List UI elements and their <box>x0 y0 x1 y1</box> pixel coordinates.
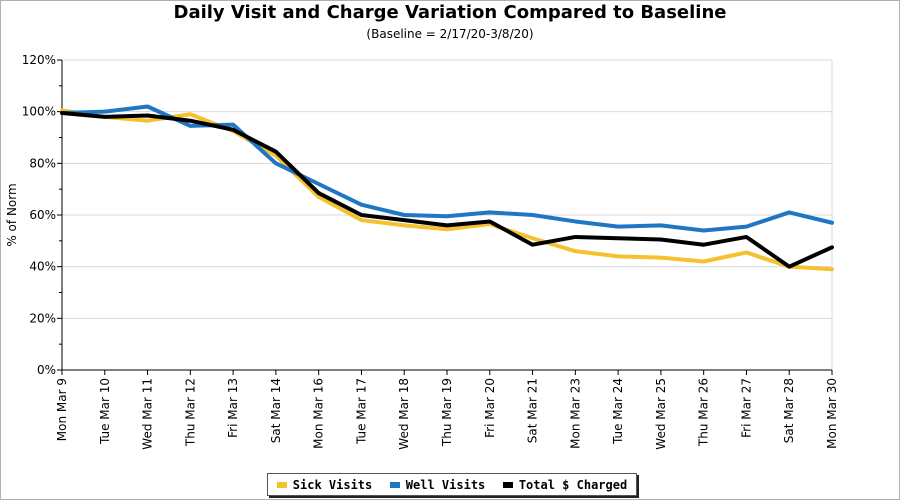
legend-item-sick-visits: Sick Visits <box>276 477 373 492</box>
x-tick-label: Wed Mar 25 <box>654 378 668 450</box>
x-tick-label: Wed Mar 11 <box>141 378 155 450</box>
x-tick-label: Mon Mar 23 <box>568 378 582 449</box>
series-line-well-visits <box>60 104 834 233</box>
x-tick-label: Mon Mar 30 <box>825 378 839 449</box>
chart-subtitle: (Baseline = 2/17/20-3/8/20) <box>366 27 534 41</box>
y-tick-label: 20% <box>29 311 56 325</box>
x-tick-labels: Mon Mar 9 Tue Mar 10 Wed Mar 11 Thu Mar 12 F… <box>55 378 839 450</box>
x-tick-label: Tue Mar 24 <box>611 378 625 445</box>
chart-legend: Sick Visits Well Visits Total $ Charged <box>267 473 637 496</box>
legend-swatch <box>276 481 287 488</box>
y-axis-label: % of Norm <box>5 183 19 246</box>
legend-label: Total $ Charged <box>518 477 628 492</box>
series-line-total-charged <box>60 110 834 269</box>
legend-swatch <box>502 481 513 488</box>
x-tick-label: Sat Mar 28 <box>782 378 796 443</box>
legend-item-total-charged: Total $ Charged <box>502 477 628 492</box>
x-tick-label: Wed Mar 18 <box>397 378 411 450</box>
x-tick-label: Fri Mar 20 <box>483 378 497 438</box>
y-tick-label: 60% <box>29 208 56 222</box>
y-tick-label: 80% <box>29 156 56 170</box>
grid-lines <box>62 59 833 370</box>
legend-label: Sick Visits <box>292 477 373 492</box>
legend-item-well-visits: Well Visits <box>389 477 486 492</box>
x-tick-label: Mon Mar 9 <box>55 378 69 441</box>
x-tick-label: Sat Mar 14 <box>269 378 283 443</box>
x-tick-label: Tue Mar 17 <box>354 378 368 445</box>
x-tick-label: Fri Mar 27 <box>739 378 753 438</box>
x-tick-label: Thu Mar 12 <box>183 378 197 447</box>
y-tick-label: 40% <box>29 260 56 274</box>
x-tick-label: Tue Mar 10 <box>98 378 112 445</box>
x-tick-label: Fri Mar 13 <box>226 378 240 438</box>
x-tick-label: Sat Mar 21 <box>526 378 540 443</box>
y-tick-label: 120% <box>22 53 56 67</box>
x-tick-label: Thu Mar 26 <box>697 378 711 447</box>
series-line-sick-visits <box>60 108 834 272</box>
chart-title: Daily Visit and Charge Variation Compare… <box>173 2 727 23</box>
series-lines <box>60 104 834 272</box>
y-tick-label: 100% <box>22 105 56 119</box>
x-tick-label: Thu Mar 19 <box>440 378 454 447</box>
x-tick-label: Mon Mar 16 <box>312 378 326 449</box>
legend-swatch <box>389 481 400 488</box>
y-tick-label: 0% <box>37 363 56 377</box>
y-tick-labels: 0% 20% 40% 60% 80% 100% 120% <box>22 53 56 377</box>
legend-label: Well Visits <box>405 477 486 492</box>
